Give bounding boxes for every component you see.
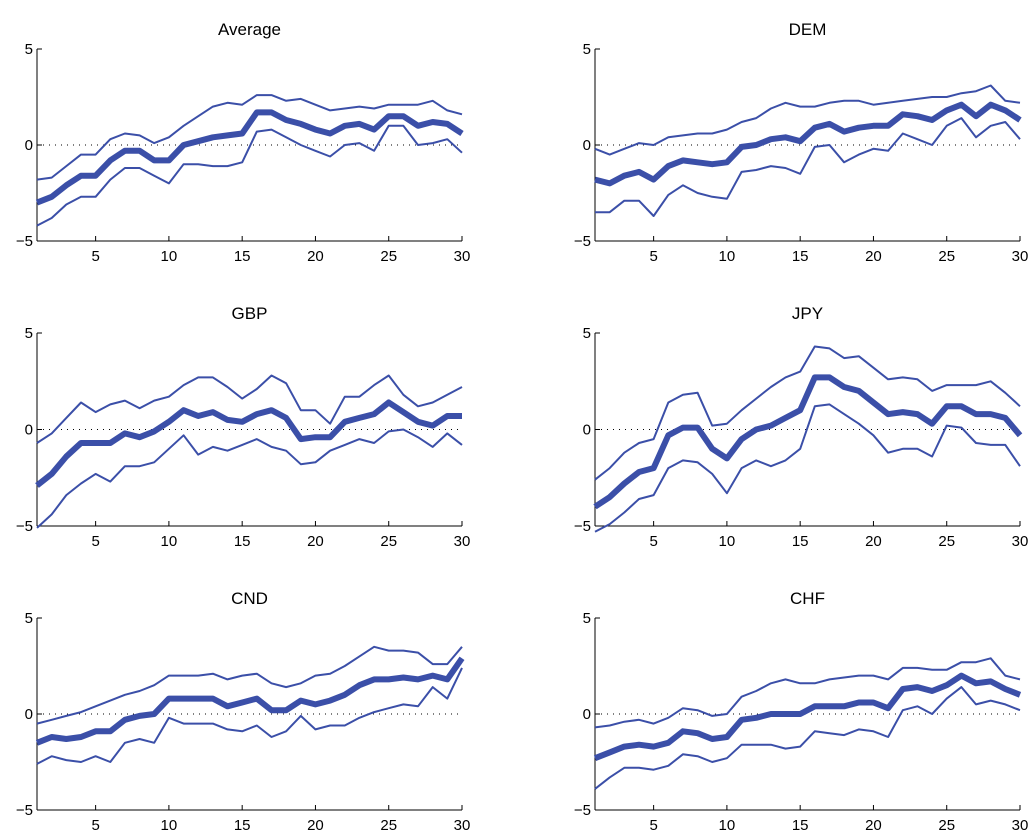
upper-band-line: [594, 657, 1021, 729]
x-tick-label: 25: [938, 533, 955, 550]
x-tick-label: 5: [649, 248, 657, 265]
x-tick-label: 10: [161, 533, 178, 550]
y-tick-label: 0: [583, 137, 591, 154]
y-tick-label: 0: [583, 706, 591, 723]
lower-band-line: [595, 117, 1021, 217]
x-tick-label: 15: [792, 248, 809, 265]
x-tick-label: 5: [91, 533, 99, 550]
estimate-line: [593, 374, 1023, 510]
x-tick-label: 30: [1012, 248, 1029, 265]
panel-title: GBP: [232, 304, 268, 323]
y-tick-label: −5: [16, 802, 33, 819]
x-tick-label: 10: [719, 533, 736, 550]
panel-chf: CHF −5 0 5 5 10 15 20 25 30: [574, 589, 1028, 834]
y-tick-label: 5: [583, 610, 591, 627]
x-tick-label: 10: [719, 817, 736, 834]
y-tick-label: −5: [574, 233, 591, 250]
y-tick-label: 5: [25, 325, 33, 342]
x-tick-label: 10: [719, 248, 736, 265]
x-tick-label: 20: [865, 533, 882, 550]
y-tick-label: −5: [16, 518, 33, 535]
y-tick-label: −5: [574, 518, 591, 535]
x-tick-label: 20: [865, 248, 882, 265]
estimate-line: [35, 656, 465, 746]
upper-band-line: [36, 94, 463, 181]
lower-band-line: [36, 428, 463, 529]
panel-title: CHF: [790, 589, 825, 608]
x-tick-label: 15: [792, 817, 809, 834]
y-tick-label: 5: [583, 325, 591, 342]
x-tick-label: 30: [1012, 817, 1029, 834]
estimate-line: [35, 399, 462, 488]
x-tick-label: 30: [1012, 533, 1029, 550]
estimate-line: [35, 109, 464, 206]
x-tick-label: 30: [454, 533, 471, 550]
y-tick-label: 5: [25, 610, 33, 627]
panel-cnd: CND −5 0 5 5 10 15 20 25 30: [16, 589, 470, 834]
y-tick-label: 0: [583, 422, 591, 439]
panel-title: JPY: [792, 304, 823, 323]
x-tick-label: 20: [307, 533, 324, 550]
x-tick-label: 10: [161, 817, 178, 834]
upper-band-line: [594, 84, 1021, 156]
lower-band-line: [594, 686, 1021, 790]
x-tick-label: 25: [938, 817, 955, 834]
x-tick-label: 30: [454, 248, 471, 265]
panel-jpy: JPY −5 0 5 5 10 15 20 25 30: [574, 304, 1028, 550]
panel-dem: DEM −5 0 5 5 10 15 20 25 30: [574, 20, 1028, 265]
panel-average: Average −5 0 5 5 10 15 20 25 30: [16, 20, 470, 265]
x-tick-label: 20: [865, 817, 882, 834]
y-tick-label: 0: [25, 422, 33, 439]
y-tick-label: −5: [16, 233, 33, 250]
y-tick-label: 0: [25, 137, 33, 154]
x-tick-label: 5: [91, 817, 99, 834]
upper-band-line: [36, 374, 463, 444]
x-tick-label: 5: [649, 817, 657, 834]
panel-title: CND: [231, 589, 268, 608]
x-tick-label: 30: [454, 817, 471, 834]
x-tick-label: 20: [307, 248, 324, 265]
x-tick-label: 25: [380, 248, 397, 265]
estimate-line: [594, 101, 1022, 187]
y-tick-label: 0: [25, 706, 33, 723]
x-tick-label: 15: [792, 533, 809, 550]
x-tick-label: 25: [380, 817, 397, 834]
y-tick-label: −5: [574, 802, 591, 819]
x-tick-label: 15: [234, 817, 251, 834]
x-tick-label: 5: [649, 533, 657, 550]
x-tick-label: 10: [161, 248, 178, 265]
x-tick-label: 5: [91, 248, 99, 265]
lower-band-line: [594, 403, 1021, 533]
lower-band-line: [36, 667, 463, 765]
upper-band-line: [594, 345, 1021, 481]
x-tick-label: 15: [234, 248, 251, 265]
panel-title: Average: [218, 20, 281, 39]
estimate-line: [593, 672, 1022, 761]
x-tick-label: 25: [938, 248, 955, 265]
upper-band-line: [36, 645, 463, 725]
panel-gbp: GBP −5 0 5 5 10 15 20 25 30: [16, 304, 470, 550]
lower-band-line: [36, 124, 463, 227]
panel-title: DEM: [789, 20, 827, 39]
y-tick-label: 5: [583, 41, 591, 58]
y-tick-label: 5: [25, 41, 33, 58]
x-tick-label: 15: [234, 533, 251, 550]
x-tick-label: 25: [380, 533, 397, 550]
x-tick-label: 20: [307, 817, 324, 834]
